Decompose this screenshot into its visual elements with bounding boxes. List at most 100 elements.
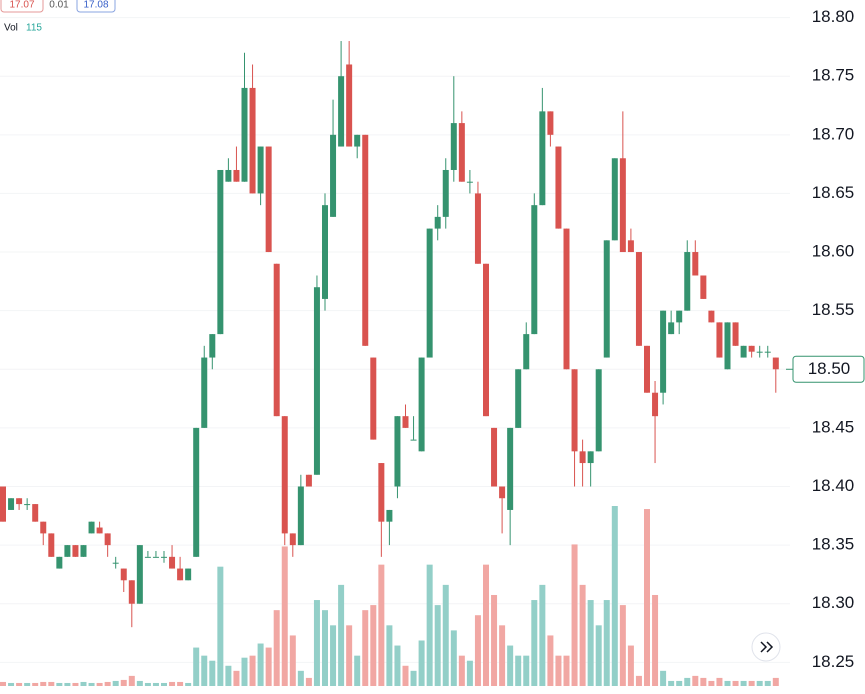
grid [0,17,790,663]
candle-body [531,205,538,335]
candle-body [563,228,570,370]
candle-body [740,345,747,358]
candle-body [209,334,216,358]
candle-body [64,545,71,557]
change-value: 0.01 [49,0,69,11]
volume-bar [523,655,530,686]
candle-body [676,310,683,323]
candle-body [571,369,578,452]
candle-body [225,169,232,182]
volume-bar [305,677,312,686]
candle-body [16,498,23,505]
y-tick-label: 18.80 [812,7,855,26]
volume-bar [370,605,377,686]
candle-body [96,527,103,534]
scroll-button[interactable] [751,632,781,662]
candle-body [273,263,280,417]
candle-body [24,504,31,506]
volume-bar [249,655,256,686]
volume-bar [346,625,353,686]
volume-bar [635,675,642,686]
volume-bar [233,670,240,686]
candle-body [161,556,167,558]
y-tick-label: 18.40 [812,476,855,495]
volume-bar [201,655,208,686]
volume-bar [152,682,159,686]
volume-bar [772,677,779,686]
volume-bar [450,630,457,686]
volume-bar [466,660,473,686]
candle-body [635,252,642,346]
y-tick-label: 18.65 [812,183,855,202]
candle-body [346,64,353,147]
volume-bar [668,680,675,686]
candles [0,41,779,628]
candle-body [185,568,192,581]
candle-body [458,123,465,182]
volume-bar [338,584,345,686]
volume-bar [732,680,739,686]
volume-bars [0,506,779,686]
volume-bar [684,677,691,686]
volume-bar [24,682,31,686]
volume-bar [619,605,626,686]
candle-body [48,533,55,557]
volume-bar [136,680,143,686]
volume-bar [330,625,337,686]
candle-body [136,545,143,604]
volume-bar [418,640,425,686]
candle-body [112,562,119,564]
candle-body [394,416,401,487]
volume-bar [16,682,23,686]
candle-body [217,169,224,335]
volume-bar [177,681,184,686]
candle-body [547,111,554,135]
volume-bar [257,643,264,686]
volume-bar [394,645,401,686]
volume-bar [386,625,393,686]
y-tick-label: 18.75 [812,66,855,85]
volume-bar [362,610,369,686]
volume-bar [161,682,167,686]
volume-bar [660,670,667,686]
candle-body [627,240,634,253]
volume-bar [716,677,723,686]
volume-bar [644,509,650,686]
volume-bar [193,647,200,686]
candle-body [120,568,127,581]
volume-bar [241,657,248,686]
legend-header: 17.07 0.01 17.08 Vol 115 [0,0,116,34]
price-axis: 18.25 18.30 18.35 18.40 18.45 18.50 18.55 18.60… [786,7,865,671]
candle-body [152,556,159,558]
volume-bar [96,682,103,686]
candle-body [241,87,248,182]
candle-body [644,345,650,393]
volume-bar [579,584,586,686]
y-tick-label: 18.25 [812,652,855,671]
candle-body [418,357,425,452]
candle-body [708,310,715,323]
volume-bar [531,600,538,686]
volume-bar [297,670,304,686]
volume-bar [265,647,272,686]
candle-body [313,287,320,475]
candle-body [386,509,393,522]
volume-bar [547,635,554,686]
scroll-icon[interactable] [760,641,774,653]
y-tick-label: 18.45 [812,417,855,436]
volume-bar [32,682,39,686]
candle-body [297,486,304,546]
candle-body [716,322,723,358]
volume-bar [515,655,522,686]
volume-bar [483,564,489,686]
candle-body [466,181,473,183]
candle-body [587,451,594,464]
volume-bar [378,564,385,686]
candle-body [40,521,47,534]
volume-bar [112,680,119,686]
volume-bar [434,605,441,686]
volume-bar [8,682,15,686]
y-tick-label: 18.35 [812,535,855,554]
volume-bar [0,681,6,686]
